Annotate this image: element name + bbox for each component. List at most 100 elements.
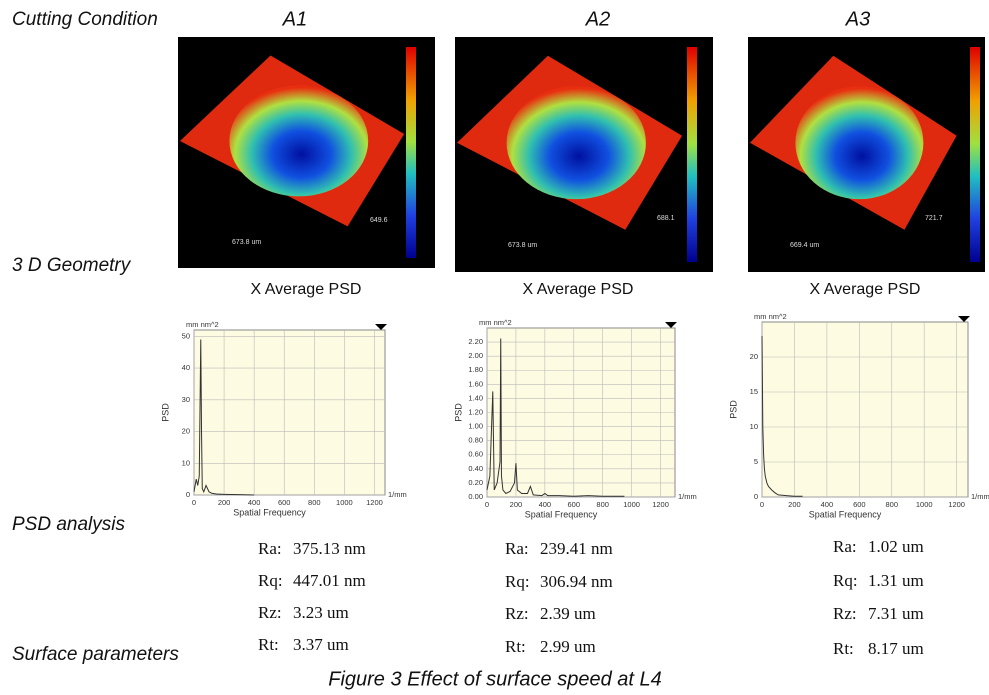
param-label: Rt: [833, 639, 854, 658]
dimension-label: 688.1 [657, 215, 675, 222]
x-unit: 1/mm [388, 490, 407, 499]
x-tick-label: 200 [788, 500, 801, 509]
param-value: 2.99 um [540, 637, 596, 656]
y-axis-label: PSD [453, 403, 463, 422]
color-bar [687, 47, 697, 262]
dimension-label: 669.4 um [790, 242, 819, 249]
x-tick-label: 0 [192, 498, 196, 507]
psd-line [486, 338, 625, 497]
param-value: 375.13 nm [293, 539, 366, 558]
menu-marker[interactable] [375, 324, 387, 330]
x-axis-label: Spatial Frequency [525, 509, 598, 519]
x-unit: 1/mm [971, 492, 989, 501]
y-tick-label: 30 [182, 395, 190, 404]
param-value: 1.02 um [868, 537, 924, 556]
dimension-label: 673.8 um [232, 239, 261, 246]
x-tick-label: 1200 [652, 500, 669, 509]
param-label: Ra: [833, 537, 857, 556]
y-tick-label: 0 [186, 490, 190, 499]
dimension-label: 649.6 [370, 217, 388, 224]
x-tick-label: 1000 [916, 500, 933, 509]
y-tick-label: 40 [182, 363, 190, 372]
param-value: 7.31 um [868, 604, 924, 623]
x-tick-label: 200 [510, 500, 523, 509]
x-tick-label: 1200 [948, 500, 965, 509]
x-tick-label: 400 [248, 498, 261, 507]
x-tick-label: 1000 [623, 500, 640, 509]
y-tick-label: 2.00 [468, 351, 483, 360]
x-tick-label: 0 [485, 500, 489, 509]
column-title: A1 [282, 8, 307, 30]
chart-title: X Average PSD [810, 281, 921, 298]
dimension-label: 721.7 [925, 215, 943, 222]
x-axis-label: Spatial Frequency [233, 507, 306, 517]
row-label: Surface parameters [12, 644, 179, 665]
param-label: Rz: [505, 604, 529, 623]
row-label: 3 D Geometry [12, 255, 132, 276]
y-tick-label: 0.20 [468, 478, 483, 487]
param-value: 8.17 um [868, 639, 924, 658]
y-tick-label: 0 [754, 492, 758, 501]
param-label: Rq: [505, 572, 530, 591]
psd-line [193, 339, 255, 496]
caption: Figure 3 Effect of surface speed at L4 [328, 668, 662, 690]
y-tick-label: 2.20 [468, 337, 483, 346]
y-tick-label: 20 [750, 352, 758, 361]
row-label: Cutting Condition [12, 9, 158, 30]
y-tick-label: 50 [182, 331, 190, 340]
y-tick-label: 5 [754, 457, 758, 466]
y-tick-label: 10 [182, 458, 190, 467]
x-tick-label: 200 [218, 498, 231, 507]
x-tick-label: 1200 [366, 498, 383, 507]
menu-marker[interactable] [665, 322, 677, 328]
y-axis-label: PSD [728, 400, 738, 419]
param-label: Rt: [505, 637, 526, 656]
x-tick-label: 600 [278, 498, 291, 507]
x-tick-label: 800 [596, 500, 609, 509]
menu-marker[interactable] [958, 316, 970, 322]
x-unit: 1/mm [678, 492, 697, 501]
param-value: 447.01 nm [293, 571, 366, 590]
y-tick-label: 0.00 [468, 492, 483, 501]
y-tick-label: 1.80 [468, 365, 483, 374]
param-label: Rz: [833, 604, 857, 623]
crater [795, 86, 924, 200]
y-tick-label: 15 [750, 387, 758, 396]
param-value: 2.39 um [540, 604, 596, 623]
y-tick-label: 1.00 [468, 422, 483, 431]
param-label: Rq: [833, 571, 858, 590]
x-tick-label: 800 [886, 500, 899, 509]
x-tick-label: 600 [568, 500, 581, 509]
y-tick-label: 1.20 [468, 407, 483, 416]
y-tick-label: 20 [182, 427, 190, 436]
y-tick-label: 0.80 [468, 436, 483, 445]
param-label: Rq: [258, 571, 283, 590]
x-tick-label: 600 [853, 500, 866, 509]
chart-title: X Average PSD [523, 281, 634, 298]
chart-title: X Average PSD [251, 281, 362, 298]
x-axis-label: Spatial Frequency [809, 509, 882, 519]
param-value: 3.37 um [293, 635, 349, 654]
x-tick-label: 1000 [336, 498, 353, 507]
color-bar [406, 47, 416, 258]
param-label: Ra: [258, 539, 282, 558]
y-tick-label: 0.60 [468, 450, 483, 459]
param-value: 3.23 um [293, 603, 349, 622]
x-tick-label: 400 [821, 500, 834, 509]
param-label: Rt: [258, 635, 279, 654]
plot-area [761, 321, 969, 498]
y-unit: mm nm^2 [479, 318, 512, 327]
row-label: PSD analysis [12, 514, 125, 535]
color-bar [970, 47, 980, 262]
y-unit: mm nm^2 [754, 312, 787, 321]
crater [506, 86, 646, 200]
y-axis-label: PSD [160, 403, 170, 422]
param-value: 306.94 nm [540, 572, 613, 591]
crater [229, 85, 369, 197]
y-tick-label: 10 [750, 422, 758, 431]
param-label: Ra: [505, 539, 529, 558]
x-tick-label: 400 [539, 500, 552, 509]
param-label: Rz: [258, 603, 282, 622]
y-tick-label: 1.60 [468, 379, 483, 388]
